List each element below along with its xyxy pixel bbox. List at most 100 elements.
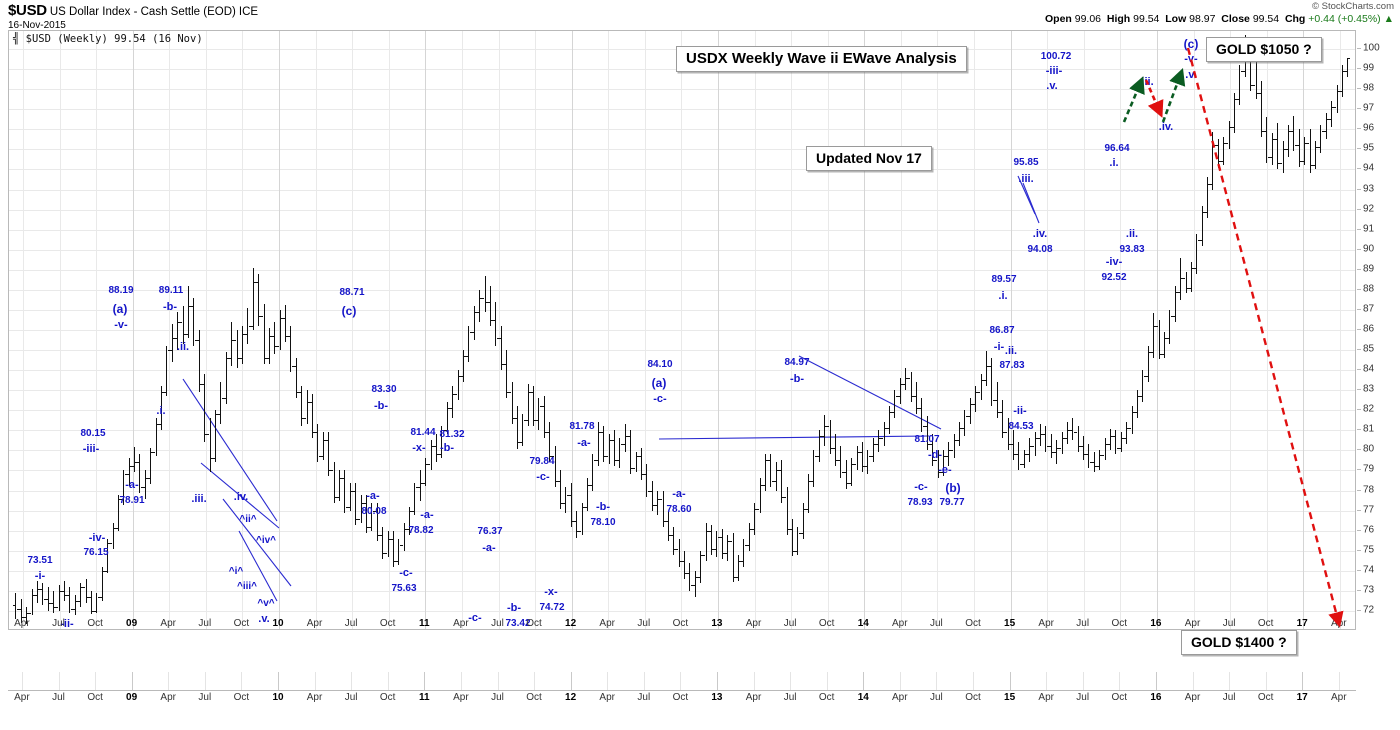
ohlc-close-tick (404, 528, 407, 530)
ohlc-open-tick (908, 378, 911, 380)
x-axis-tick-label: Jul (491, 692, 504, 703)
ohlc-bar (1093, 452, 1095, 472)
ohlc-close-tick (868, 456, 871, 458)
ohlc-close-tick (728, 540, 731, 542)
ohlc-bar (824, 414, 826, 447)
ohlc-bar (441, 426, 443, 459)
ew-label: -c- (653, 393, 667, 405)
ohlc-open-tick (795, 550, 798, 552)
ohlc-bar (646, 464, 648, 497)
ohlc-close-tick (798, 532, 801, 534)
ohlc-open-tick (13, 604, 16, 606)
ohlc-open-tick (509, 392, 512, 394)
ew-label: 75.63 (391, 583, 417, 594)
ohlc-bar (818, 430, 820, 463)
x-axis-grid-stub (278, 672, 279, 690)
y-axis-tick-label: 89 (1363, 263, 1375, 275)
gridline-vertical (205, 31, 207, 629)
y-axis-tick-label: 74 (1363, 564, 1375, 576)
x-axis-outer: Apr Jul Oct 09 Apr Jul Oct 10 Apr Jul Oct 11 Apr Jul O… (8, 672, 1356, 712)
ohlc-open-tick (935, 460, 938, 462)
ohlc-bar (942, 450, 944, 477)
ohlc-open-tick (1312, 165, 1315, 167)
ohlc-open-tick (1075, 432, 1078, 434)
ohlc-close-tick (307, 402, 310, 404)
ew-label: -d- (927, 449, 943, 461)
y-axis-tick-label: 95 (1363, 142, 1375, 154)
ohlc-bar (1223, 137, 1225, 166)
ohlc-bar (214, 410, 216, 463)
ohlc-close-tick (787, 528, 790, 530)
ohlc-open-tick (1080, 446, 1083, 448)
ohlc-open-tick (110, 542, 113, 544)
price-plot-area[interactable]: ╣ $USD (Weekly) 99.54 (16 Nov) 73.51 -i- -… (8, 30, 1356, 630)
ohlc-close-tick (572, 520, 575, 522)
ew-label: 93.83 (1119, 244, 1145, 255)
ohlc-close-tick (669, 534, 672, 536)
ew-label: -i- (993, 341, 1005, 353)
x-axis-tick-label: 14 (857, 692, 869, 703)
ohlc-close-tick (356, 518, 359, 520)
ohlc-open-tick (245, 334, 248, 335)
ohlc-open-tick (644, 474, 647, 476)
ohlc-open-tick (1328, 119, 1331, 121)
gridline-vertical (169, 31, 171, 629)
ohlc-bar (694, 570, 696, 597)
ohlc-close-tick (1165, 338, 1168, 340)
ohlc-bar (31, 588, 33, 615)
ew-label: 94.08 (1027, 244, 1053, 255)
y-axis: 100 99 98 97 96 95 94 93 92 91 90 89 88 87 86 85 84 83 82 8… (1357, 30, 1397, 630)
ohlc-open-tick (1037, 438, 1040, 440)
ohlc-bar (516, 406, 518, 449)
ohlc-bar (986, 350, 988, 387)
ohlc-open-tick (342, 478, 345, 480)
ohlc-close-tick (561, 502, 564, 504)
gridline-vertical (1047, 31, 1049, 629)
ohlc-open-tick (1264, 131, 1267, 133)
ohlc-open-tick (805, 508, 808, 510)
ohlc-bar (80, 582, 82, 607)
ohlc-close-tick (302, 418, 305, 420)
ohlc-open-tick (175, 338, 178, 340)
ohlc-close-tick (976, 392, 979, 394)
high-label: High (1106, 13, 1131, 25)
ohlc-bar (263, 303, 265, 365)
ohlc-close-tick (469, 332, 472, 333)
ew-label: .iii. (191, 493, 207, 505)
ohlc-bar (587, 478, 589, 511)
ohlc-open-tick (525, 420, 528, 422)
ohlc-close-tick (1159, 354, 1162, 356)
ohlc-open-tick (1124, 438, 1127, 440)
ohlc-bar (1083, 436, 1085, 461)
ohlc-close-tick (1181, 277, 1184, 279)
ohlc-close-tick (183, 334, 186, 335)
ohlc-close-tick (809, 480, 812, 482)
ohlc-open-tick (1032, 446, 1035, 448)
ohlc-bar (101, 566, 103, 601)
ohlc-bar (90, 590, 92, 614)
ohlc-close-tick (1078, 446, 1081, 448)
ohlc-open-tick (1140, 396, 1143, 398)
ohlc-bar (1261, 81, 1263, 138)
ohlc-close-tick (210, 458, 213, 460)
x-axis-tick-label: Apr (14, 618, 30, 629)
ohlc-close-tick (205, 434, 208, 436)
ohlc-open-tick (913, 396, 916, 398)
ohlc-close-tick (474, 311, 477, 313)
ohlc-close-tick (588, 484, 591, 486)
ohlc-bar (888, 406, 890, 435)
ohlc-bar (829, 420, 831, 455)
ew-label: 86.87 (989, 325, 1015, 336)
x-axis-tick-label: Jul (929, 618, 943, 629)
ohlc-open-tick (1134, 412, 1137, 414)
ohlc-bar (112, 522, 114, 549)
ohlc-bar (236, 330, 238, 369)
ohlc-open-tick (574, 520, 577, 522)
ohlc-open-tick (811, 480, 814, 482)
gridline-vertical (754, 31, 756, 629)
ohlc-bar (764, 453, 766, 491)
ohlc-close-tick (1343, 71, 1346, 73)
ohlc-bar (592, 454, 594, 491)
ew-label: 81.32 (439, 429, 465, 440)
x-axis-tick-label: Apr (1038, 692, 1054, 703)
